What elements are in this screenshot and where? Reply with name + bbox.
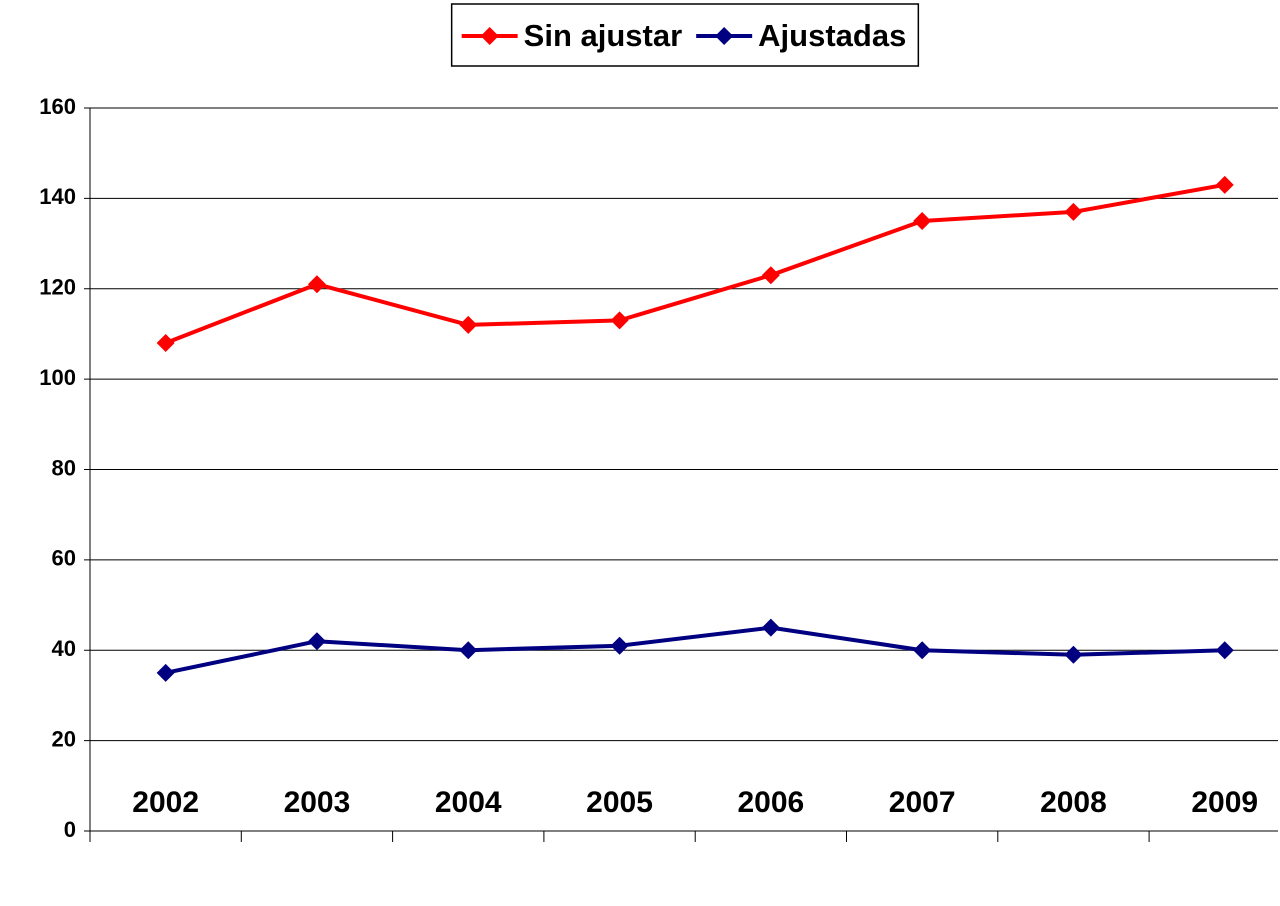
legend-label: Ajustadas — [758, 18, 906, 53]
legend-box — [450, 3, 920, 67]
y-tick-label: 80 — [52, 455, 76, 480]
y-tick-label: 100 — [39, 365, 76, 390]
y-tick-label: 40 — [52, 636, 76, 661]
series-line — [164, 182, 1226, 345]
marker — [307, 632, 326, 651]
marker — [459, 315, 478, 334]
legend-marker — [480, 27, 499, 45]
marker — [610, 311, 629, 330]
legend-marker — [715, 27, 734, 45]
legend-label: Sin ajustar — [524, 18, 683, 53]
y-tick-label: 140 — [39, 184, 76, 209]
marker — [156, 333, 175, 352]
x-tick-label: 2007 — [889, 786, 956, 819]
marker — [610, 636, 629, 655]
y-tick-label: 160 — [39, 94, 76, 119]
y-tick-label: 120 — [39, 275, 76, 300]
y-tick-label: 0 — [64, 817, 76, 842]
marker — [913, 641, 932, 660]
x-tick-label: 2009 — [1191, 786, 1258, 819]
marker — [1064, 202, 1083, 221]
x-tick-label: 2006 — [737, 786, 804, 819]
marker — [1215, 175, 1234, 194]
marker — [1215, 641, 1234, 660]
marker — [459, 641, 478, 660]
y-tick-label: 20 — [52, 726, 76, 751]
series-line — [165, 625, 1225, 675]
x-tick-label: 2002 — [132, 786, 199, 819]
x-tick-label: 2003 — [284, 786, 351, 819]
x-tick-label: 2008 — [1040, 786, 1107, 819]
marker — [761, 266, 780, 285]
marker — [913, 211, 932, 230]
y-tick-label: 60 — [52, 546, 76, 571]
marker — [1064, 645, 1083, 664]
x-tick-label: 2005 — [586, 786, 653, 819]
marker — [307, 275, 326, 294]
x-tick-label: 2004 — [435, 786, 502, 819]
legend: Sin ajustar Ajustadas — [450, 3, 920, 67]
marker — [761, 618, 780, 637]
marker — [156, 663, 175, 682]
